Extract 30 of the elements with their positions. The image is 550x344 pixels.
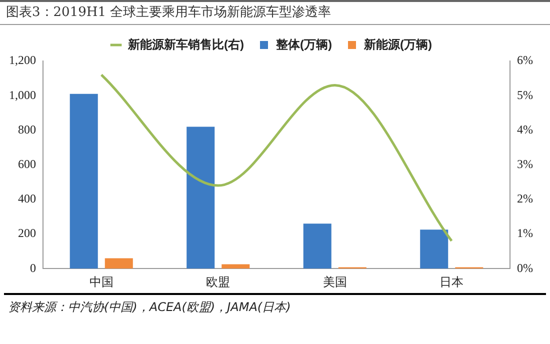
y-tick-label: 400 — [18, 192, 36, 206]
x-tick-label: 欧盟 — [206, 275, 230, 290]
bar — [104, 258, 133, 269]
y2-tick-label: 2% — [517, 192, 534, 206]
legend-label: 整体(万辆) — [275, 37, 332, 52]
y2-tick-label: 0% — [517, 260, 534, 275]
y-tick-label: 1,000 — [9, 88, 36, 102]
text: 资料来源：中汽协(中国)，ACEA(欧盟)，JAMA(日本) — [4, 293, 546, 320]
y-tick-label: 0 — [30, 260, 36, 275]
y2-tick-label: 4% — [517, 122, 534, 136]
bar — [222, 264, 250, 269]
x-tick-label: 日本 — [440, 275, 464, 290]
y-tick-label: 200 — [18, 226, 36, 240]
y-tick-label: 600 — [18, 156, 36, 171]
legend-label: 新能源新车销售比(右) — [127, 37, 244, 52]
y-tick-label: 1,200 — [9, 53, 36, 68]
legend-label: 新能源(万辆) — [362, 37, 432, 52]
y-tick-label: 800 — [18, 122, 36, 136]
bar — [420, 230, 448, 269]
y2-tick-label: 3% — [517, 156, 534, 171]
bar — [70, 94, 98, 269]
y2-tick-label: 1% — [517, 226, 534, 240]
chart-title: 图表3：2019H1 全球主要乘用车市场新能源车型渗透率 — [0, 0, 550, 25]
y2-tick-label: 5% — [517, 88, 534, 102]
x-tick-label: 美国 — [322, 275, 347, 290]
x-tick-label: 中国 — [89, 275, 114, 290]
bar — [186, 126, 215, 269]
y2-tick-label: 6% — [517, 53, 534, 68]
bar — [303, 224, 332, 269]
line-series — [100, 74, 453, 242]
